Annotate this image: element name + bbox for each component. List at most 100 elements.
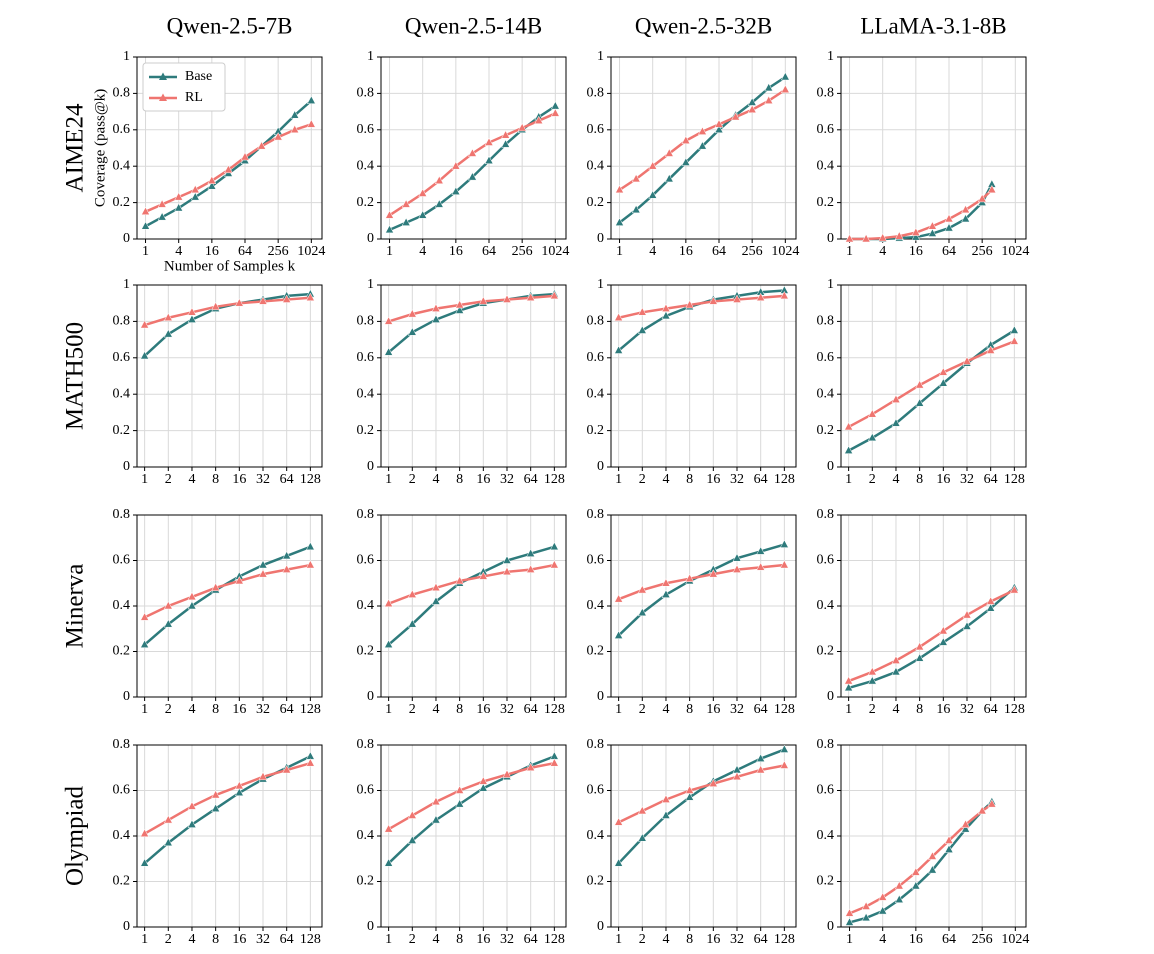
x-tick-label: 2: [639, 702, 646, 717]
marker: [140, 828, 150, 837]
y-tick-label: 1: [827, 49, 834, 64]
x-tick-label: 64: [524, 472, 538, 487]
y-tick-label: 1: [123, 277, 130, 292]
marker: [661, 578, 671, 587]
x-tick-label: 128: [774, 932, 795, 947]
marker: [305, 560, 315, 569]
marker: [661, 589, 671, 598]
legend-marker: [159, 72, 167, 80]
panel: 0 0.2 0.4 0.6 0.8 1 1 2 4 8 16 32 64 128: [357, 277, 567, 487]
marker: [962, 610, 972, 619]
marker: [867, 666, 877, 676]
column-title: LLaMA-3.1-8B: [860, 13, 1006, 38]
y-tick-label: 0.6: [113, 783, 131, 798]
x-tick-label: 1024: [1001, 932, 1029, 947]
y-tick-label: 0.6: [113, 350, 131, 365]
marker: [305, 758, 315, 767]
marker: [407, 327, 417, 336]
x-tick-label: 128: [300, 932, 321, 947]
axes-frame: [380, 744, 567, 928]
marker: [861, 912, 871, 922]
x-tick-label: 8: [212, 472, 219, 487]
marker: [986, 596, 996, 605]
marker: [478, 783, 488, 792]
marker: [915, 380, 925, 389]
y-tick-label: 0.8: [357, 737, 375, 752]
y-tick-label: 1: [597, 277, 604, 292]
x-tick-label: 1: [385, 702, 392, 717]
marker: [962, 356, 972, 365]
x-tick-label: 8: [456, 702, 463, 717]
x-tick-label: 64: [754, 932, 768, 947]
marker: [163, 329, 173, 338]
axes-frame: [380, 56, 567, 240]
marker: [1009, 585, 1019, 594]
x-tick-label: 64: [754, 702, 768, 717]
marker: [986, 345, 996, 354]
x-tick-label: 128: [774, 702, 795, 717]
marker: [732, 294, 742, 303]
x-tick-label: 1: [386, 244, 393, 259]
x-tick-label: 256: [972, 244, 993, 259]
x-tick-label: 64: [280, 702, 294, 717]
marker: [911, 881, 921, 890]
x-tick-label: 16: [232, 472, 246, 487]
series-line: [618, 88, 787, 191]
marker: [637, 607, 647, 617]
marker: [878, 892, 888, 901]
marker: [664, 148, 674, 157]
series-line: [143, 755, 311, 865]
marker: [141, 206, 150, 215]
marker: [434, 199, 444, 208]
marker: [977, 193, 987, 203]
marker: [714, 124, 724, 134]
marker: [257, 141, 267, 150]
x-tick-label: 8: [686, 472, 693, 487]
marker: [878, 233, 888, 242]
marker: [661, 810, 671, 819]
marker: [140, 320, 150, 329]
y-tick-label: 0.2: [817, 874, 835, 889]
x-tick-label: 32: [730, 702, 744, 717]
marker: [407, 810, 417, 819]
marker: [290, 124, 300, 134]
marker: [779, 760, 789, 769]
axes-frame: [610, 56, 797, 240]
marker: [911, 867, 921, 876]
x-tick-label: 4: [432, 702, 439, 717]
series-line: [388, 112, 556, 217]
marker: [211, 790, 221, 799]
marker: [401, 199, 411, 208]
y-tick-label: 0.2: [113, 195, 131, 210]
y-tick-label: 0.6: [113, 122, 131, 137]
y-tick-label: 0.6: [113, 553, 131, 568]
marker: [455, 799, 465, 808]
marker: [891, 655, 901, 664]
x-tick-label: 2: [165, 702, 172, 717]
marker: [732, 771, 742, 781]
x-tick-label: 1: [142, 244, 149, 259]
marker: [614, 345, 624, 354]
series-line: [848, 588, 1015, 683]
marker: [779, 744, 789, 753]
marker: [681, 157, 691, 166]
marker: [915, 398, 925, 407]
x-tick-label: 32: [960, 702, 974, 717]
x-tick-label: 1: [141, 702, 148, 717]
y-tick-label: 0.4: [113, 598, 131, 613]
marker: [894, 881, 904, 890]
y-tick-label: 0.8: [113, 314, 131, 329]
x-tick-label: 4: [879, 244, 886, 259]
marker: [526, 564, 536, 573]
x-tick-label: 4: [662, 702, 669, 717]
marker: [207, 181, 217, 190]
series-line: [143, 292, 311, 357]
axes-frame: [840, 514, 1027, 698]
panel: 0 0.2 0.4 0.6 0.8 1 4 16 64 256 1024: [817, 737, 1030, 947]
marker: [141, 221, 150, 230]
x-tick-label: 8: [456, 472, 463, 487]
marker: [779, 290, 789, 300]
y-tick-label: 0.2: [817, 195, 835, 210]
marker: [478, 571, 488, 580]
marker: [501, 130, 511, 139]
